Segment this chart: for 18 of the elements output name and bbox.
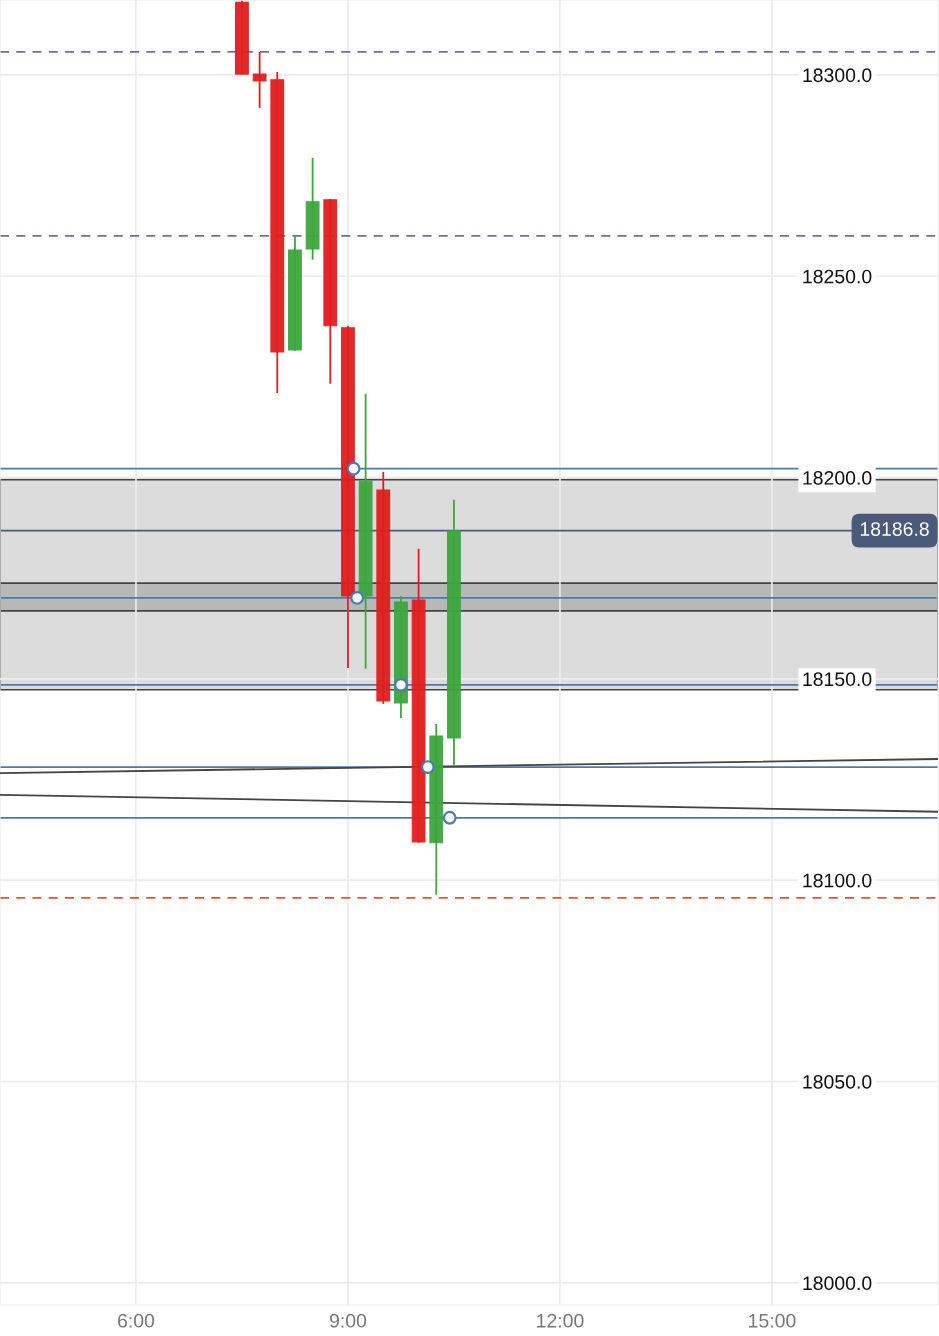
y-tick-label: 18300.0 [803, 68, 872, 83]
point [394, 677, 408, 692]
y-tick-label: 18100.0 [803, 873, 872, 888]
x-tick-label: 9:00 [329, 1313, 367, 1328]
x-tick-label: 12:00 [537, 1313, 584, 1328]
point [420, 760, 435, 774]
y-tick-label: 18200.0 [803, 471, 872, 485]
ref-line-label: 18186.8 [860, 522, 929, 536]
point [346, 461, 361, 476]
x-tick-label: 6:00 [118, 1313, 155, 1328]
y-tick-label: 18150.0 [803, 672, 872, 687]
x-tick-label: 15:00 [749, 1313, 796, 1328]
candlestick [252, 51, 267, 109]
point [350, 591, 365, 605]
y-tick-label: 18250.0 [803, 269, 872, 284]
y-tick-label: 18050.0 [803, 1075, 872, 1089]
y-tick-label: 18000.0 [803, 1276, 872, 1291]
point [442, 810, 457, 825]
